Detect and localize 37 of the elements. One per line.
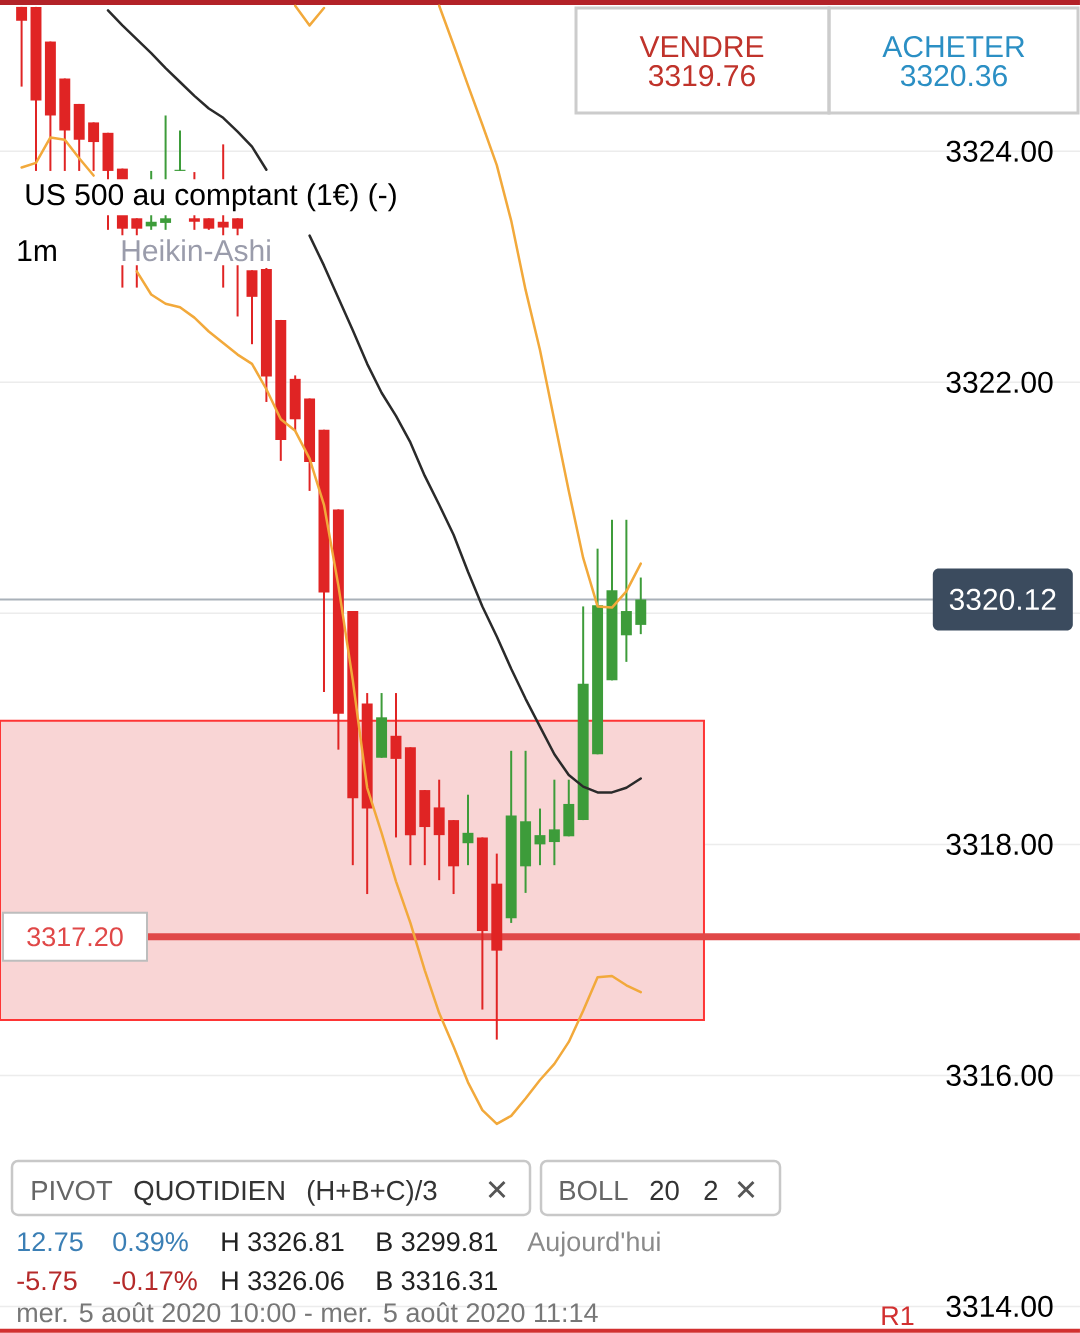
annotation: -0.17%: [113, 1271, 197, 1291]
y-tick-label: 3314.00: [946, 1295, 1053, 1318]
annotation: VENDRE: [639, 36, 764, 57]
annotation: QUOTIDIEN: [134, 1180, 284, 1206]
candlestick: [390, 692, 402, 839]
annotation: H 3326.81: [222, 1232, 344, 1252]
annotation: B 3316.31: [377, 1271, 497, 1291]
annotation: ACHETER: [882, 36, 1025, 58]
annotation: 2: [704, 1180, 718, 1200]
y-tick-label: 3324.00: [946, 140, 1053, 162]
annotation: Aujourd'hui: [527, 1231, 660, 1257]
annotation: 3319.76: [648, 65, 755, 87]
annotation: mer. 5 août 2020 10:00 - mer. 5 août 2020 11:14: [18, 1302, 598, 1323]
annotation: 3320.36: [900, 65, 1007, 87]
ref-line-label: 3317.20: [27, 927, 123, 947]
annotation: 20: [650, 1180, 679, 1201]
ref-line-label: 3320.12: [949, 588, 1056, 611]
candlestick: [16, 5, 28, 88]
annotation: BOLL: [560, 1180, 628, 1201]
candlestick: [88, 121, 100, 172]
annotation: ✕: [488, 1180, 506, 1198]
annotation: 1m: [18, 240, 56, 261]
y-tick-label: 3318.00: [946, 833, 1053, 855]
annotation: -5.75: [17, 1271, 77, 1291]
annotation: ✕: [737, 1180, 755, 1198]
annotation: H 3326.06: [222, 1271, 344, 1291]
y-tick-label: 3322.00: [946, 371, 1053, 393]
candlestick: [548, 778, 560, 867]
text: US 500 au comptant (1€) (-): [26, 183, 396, 212]
annotation: 0.39%: [113, 1232, 188, 1252]
annotation: Heikin-Ashi: [122, 239, 270, 262]
annotation: (H+B+C)/3: [307, 1180, 437, 1206]
annotation: 12.75: [18, 1232, 83, 1252]
annotation: B 3299.81: [377, 1232, 497, 1252]
annotation: PIVOT: [32, 1180, 113, 1201]
y-tick-label: 3316.00: [946, 1064, 1053, 1087]
ref-line-label: R1: [882, 1306, 914, 1325]
